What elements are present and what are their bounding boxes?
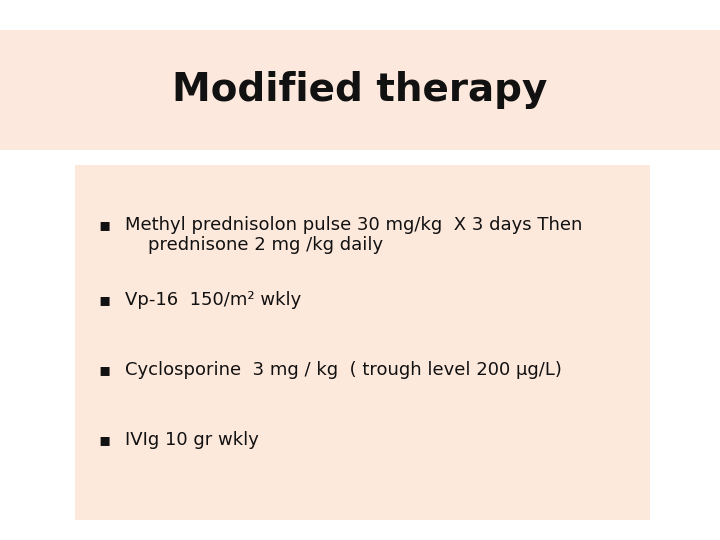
Text: ▪: ▪ xyxy=(99,431,111,449)
Text: Methyl prednisolon pulse 30 mg/kg  X 3 days Then: Methyl prednisolon pulse 30 mg/kg X 3 da… xyxy=(125,216,582,234)
Text: Cyclosporine  3 mg / kg  ( trough level 200 μg/L): Cyclosporine 3 mg / kg ( trough level 20… xyxy=(125,361,562,379)
Bar xyxy=(0,30,720,150)
Text: ▪: ▪ xyxy=(99,216,111,234)
Text: ▪: ▪ xyxy=(99,361,111,379)
Text: ▪: ▪ xyxy=(99,291,111,309)
Text: Modified therapy: Modified therapy xyxy=(172,71,548,109)
Text: IVIg 10 gr wkly: IVIg 10 gr wkly xyxy=(125,431,259,449)
Text: Vp-16  150/m² wkly: Vp-16 150/m² wkly xyxy=(125,291,301,309)
Text: prednisone 2 mg /kg daily: prednisone 2 mg /kg daily xyxy=(125,236,383,254)
Bar xyxy=(75,165,650,520)
